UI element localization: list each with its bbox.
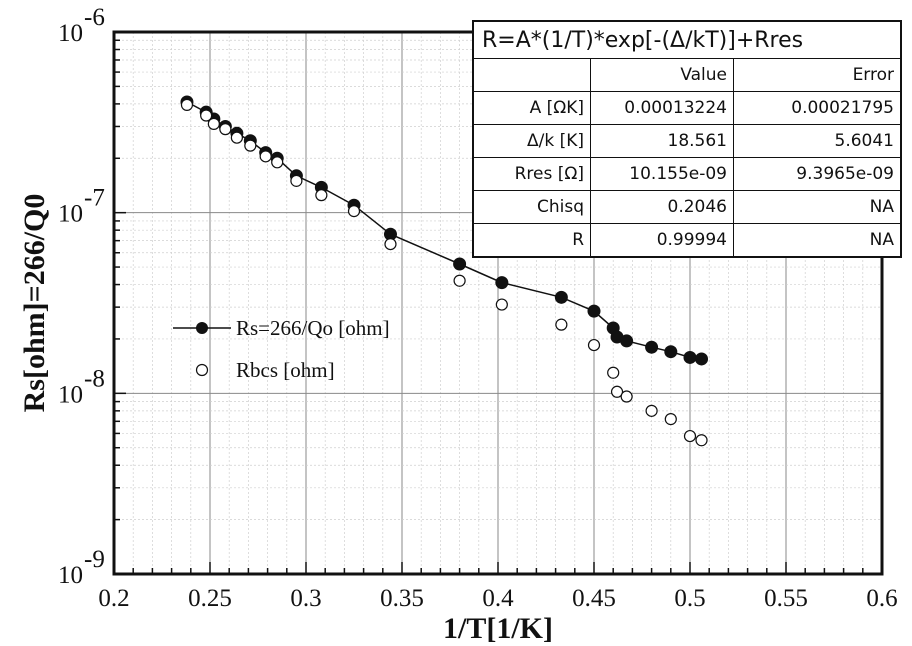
- point-rs: [554, 290, 568, 304]
- point-rs: [695, 352, 709, 366]
- y-tick-labels: 10-910-810-710-6: [58, 4, 105, 589]
- point-rs: [683, 350, 697, 364]
- point-rs: [383, 227, 397, 241]
- fit-results-table: R=A*(1/T)*exp[-(Δ/kT)]+Rres Value Error …: [472, 20, 902, 258]
- x-tick-labels: 0.2 0.25 0.3 0.35 0.4 0.45 0.5 0.55 0.6: [98, 585, 897, 612]
- fit-error: NA: [733, 223, 902, 258]
- fit-row: Chisq 0.2046 NA: [472, 190, 902, 224]
- fit-header-value: Value: [590, 58, 734, 92]
- fit-equation: R=A*(1/T)*exp[-(Δ/kT)]+Rres: [472, 20, 902, 59]
- point-rs: [587, 304, 601, 318]
- point-rbcs: [384, 237, 397, 251]
- point-rs: [620, 334, 634, 348]
- point-rbcs: [587, 338, 601, 352]
- y-tick-label-exponent: -8: [84, 365, 105, 392]
- point-rbcs: [620, 390, 633, 403]
- fit-row: Δ/k [K] 18.561 5.6041: [472, 124, 902, 158]
- fit-error: 9.3965e-09: [733, 157, 902, 191]
- point-rbcs: [683, 429, 697, 443]
- fit-row: Rres [Ω] 10.155e-09 9.3965e-09: [472, 157, 902, 191]
- x-tick-label: 0.6: [866, 585, 897, 612]
- x-tick-label: 0.4: [482, 585, 514, 612]
- point-rbcs: [347, 205, 361, 218]
- fit-param: R: [472, 223, 591, 258]
- point-rbcs: [664, 413, 677, 426]
- point-rbcs: [315, 189, 328, 202]
- fit-header-error: Error: [733, 58, 902, 92]
- fit-value: 0.99994: [590, 223, 734, 258]
- point-rbcs: [271, 156, 284, 169]
- point-rs: [645, 340, 659, 354]
- point-rbcs: [290, 174, 303, 187]
- point-rbcs: [200, 109, 213, 122]
- point-rbcs: [695, 434, 708, 447]
- fit-param: Rres [Ω]: [472, 157, 591, 191]
- point-rbcs: [610, 385, 624, 398]
- fit-param: Chisq: [472, 190, 591, 224]
- point-rbcs: [207, 117, 220, 130]
- fit-value: 10.155e-09: [590, 157, 734, 191]
- point-rs: [453, 257, 467, 271]
- legend-label-rs: Rs=266/Qo [ohm]: [236, 316, 390, 340]
- fit-param: Δ/k [K]: [472, 124, 591, 158]
- point-rbcs: [555, 318, 568, 331]
- x-tick-label: 0.5: [674, 585, 705, 612]
- fit-header-param: [472, 58, 591, 92]
- y-tick-label: 10: [58, 201, 83, 228]
- point-rbcs: [495, 298, 508, 311]
- point-rbcs: [219, 123, 232, 136]
- point-rbcs: [180, 98, 194, 111]
- legend-marker-rbcs: [195, 363, 209, 377]
- fit-row: A [ΩK] 0.00013224 0.00021795: [472, 91, 902, 125]
- fit-error: NA: [733, 190, 902, 224]
- y-tick-label: 10: [58, 20, 83, 47]
- x-tick-label: 0.3: [290, 585, 321, 612]
- point-rbcs: [607, 366, 620, 379]
- fit-value: 18.561: [590, 124, 734, 158]
- fit-error: 0.00021795: [733, 91, 902, 125]
- x-tick-label: 0.25: [188, 585, 232, 612]
- x-tick-label: 0.55: [764, 585, 808, 612]
- x-tick-label: 0.45: [572, 585, 616, 612]
- point-rs: [664, 345, 678, 359]
- y-tick-label: 10: [58, 381, 83, 408]
- legend-label-rbcs: Rbcs [ohm]: [236, 358, 335, 382]
- point-rs: [495, 276, 509, 290]
- x-tick-label: 0.2: [98, 585, 129, 612]
- fit-value: 0.00013224: [590, 91, 734, 125]
- fit-equation-row: R=A*(1/T)*exp[-(Δ/kT)]+Rres: [472, 20, 902, 59]
- ticks: [113, 39, 883, 575]
- legend-marker-rs: [196, 322, 208, 334]
- fit-error: 5.6041: [733, 124, 902, 158]
- point-rbcs: [230, 131, 243, 144]
- fit-header-row: Value Error: [472, 58, 902, 92]
- fit-row: R 0.99994 NA: [472, 223, 902, 258]
- data-points: [180, 95, 709, 447]
- legend: Rs=266/Qo [ohm] Rbcs [ohm]: [173, 316, 390, 382]
- x-tick-label: 0.35: [380, 585, 424, 612]
- point-rbcs: [645, 404, 658, 417]
- point-rbcs: [453, 274, 466, 287]
- y-tick-label: 10: [58, 562, 83, 589]
- x-axis-title: 1/T[1/K]: [443, 612, 553, 645]
- point-rbcs: [244, 139, 257, 152]
- y-axis-title: Rs[ohm]=266/Q0: [18, 194, 51, 413]
- y-tick-label-exponent: -6: [84, 4, 105, 31]
- fit-value: 0.2046: [590, 190, 734, 224]
- fit-param: A [ΩK]: [472, 91, 591, 125]
- y-tick-label-exponent: -7: [84, 185, 105, 212]
- y-tick-label-exponent: -9: [84, 546, 105, 573]
- point-rbcs: [259, 150, 272, 163]
